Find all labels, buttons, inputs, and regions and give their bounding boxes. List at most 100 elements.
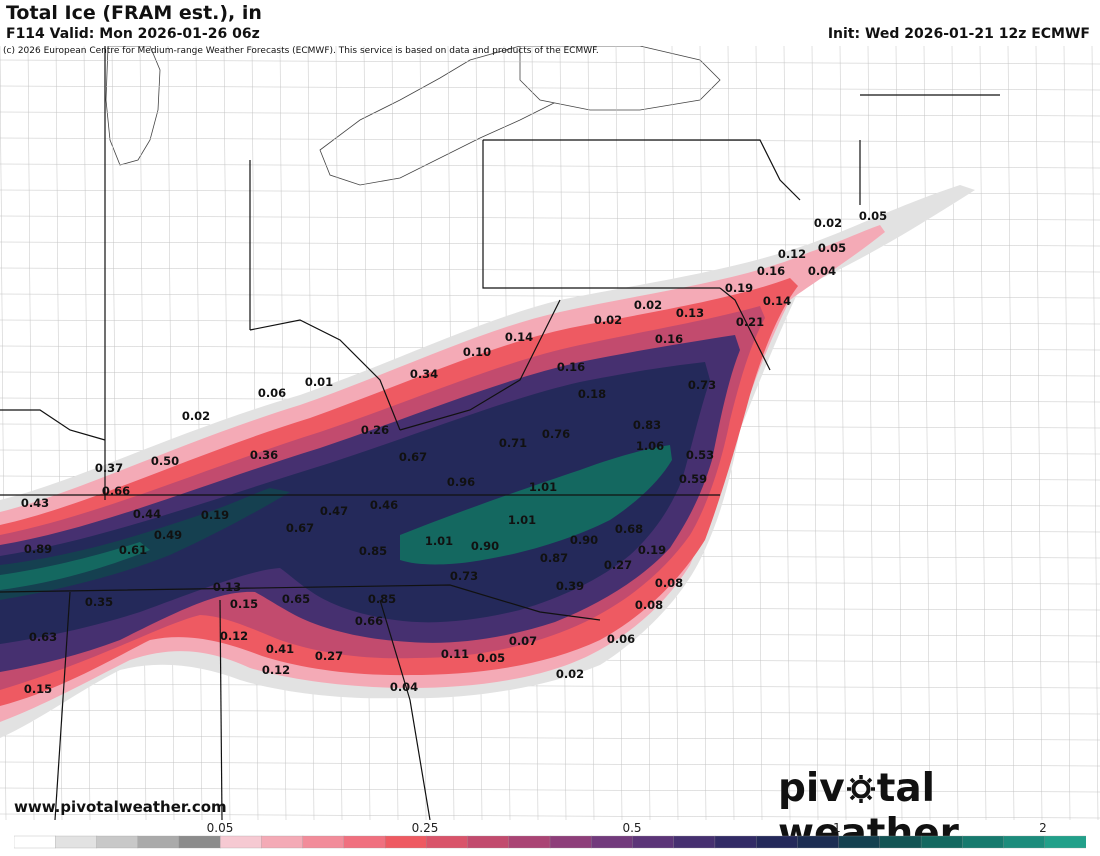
ice-value-label: 0.63 — [29, 630, 57, 644]
ice-value-label: 0.50 — [151, 454, 179, 468]
legend-swatch — [508, 835, 551, 849]
copyright-notice: (c) 2026 European Centre for Medium-rang… — [3, 46, 599, 56]
legend-swatch — [219, 835, 263, 849]
ice-value-label: 0.37 — [95, 461, 123, 475]
ice-value-label: 0.27 — [315, 649, 343, 663]
ice-value-label: 0.85 — [359, 544, 387, 558]
legend-swatch — [178, 835, 221, 849]
ice-value-label: 0.06 — [607, 632, 635, 646]
ice-value-label: 0.85 — [368, 592, 396, 606]
ice-value-label: 0.47 — [320, 504, 348, 518]
legend-swatch — [756, 835, 799, 849]
ice-value-label: 0.49 — [154, 528, 182, 542]
ice-value-label: 0.13 — [213, 580, 241, 594]
ice-value-label: 0.19 — [725, 281, 753, 295]
ice-value-label: 0.08 — [655, 576, 683, 590]
legend-swatch — [96, 835, 139, 849]
legend-tick-label: 0.05 — [207, 821, 234, 835]
ice-value-label: 0.67 — [399, 450, 427, 464]
ice-value-label: 0.59 — [679, 472, 707, 486]
ice-value-label: 0.65 — [282, 592, 310, 606]
state-borders — [0, 46, 1000, 820]
legend-swatch — [302, 835, 345, 849]
ice-value-label: 0.66 — [102, 484, 130, 498]
ice-value-label: 0.05 — [477, 651, 505, 665]
legend-swatch — [920, 835, 963, 849]
ice-value-label: 0.67 — [286, 521, 314, 535]
legend-swatch — [714, 835, 757, 849]
ice-value-label: 0.15 — [24, 682, 52, 696]
website-url[interactable]: www.pivotalweather.com — [14, 798, 227, 816]
ice-value-label: 0.14 — [505, 330, 533, 344]
legend-swatch — [384, 835, 427, 849]
ice-value-label: 0.21 — [736, 315, 764, 329]
ice-value-label: 0.73 — [688, 378, 716, 392]
legend-swatch — [632, 835, 675, 849]
legend-swatch — [426, 835, 469, 849]
legend-swatch — [1003, 835, 1046, 849]
ice-value-label: 0.10 — [463, 345, 491, 359]
ice-value-label: 0.02 — [556, 667, 584, 681]
ice-value-label: 0.39 — [556, 579, 584, 593]
ice-value-label: 0.18 — [578, 387, 606, 401]
legend-swatch — [343, 835, 386, 849]
header: Total Ice (FRAM est.), in F114 Valid: Mo… — [0, 0, 1100, 46]
ice-value-label: 0.13 — [676, 306, 704, 320]
ice-value-label: 0.12 — [778, 247, 806, 261]
ice-value-label: 0.26 — [361, 423, 389, 437]
ice-value-label: 0.19 — [638, 543, 666, 557]
ice-value-label: 0.12 — [262, 663, 290, 677]
legend-swatches — [14, 835, 1086, 849]
ice-value-label: 0.04 — [390, 680, 418, 694]
ice-value-label: 0.41 — [266, 642, 294, 656]
ice-value-label: 0.46 — [370, 498, 398, 512]
legend-swatch — [137, 835, 180, 849]
legend-swatch — [962, 835, 1005, 849]
legend-swatch — [55, 835, 98, 849]
ice-value-label: 1.01 — [425, 534, 453, 548]
ice-value-label: 0.53 — [686, 448, 714, 462]
ice-value-label: 0.68 — [615, 522, 643, 536]
ice-value-label: 0.89 — [24, 542, 52, 556]
ice-value-label: 1.01 — [508, 513, 536, 527]
ice-value-label: 0.71 — [499, 436, 527, 450]
legend-swatch — [261, 835, 304, 849]
ice-value-label: 0.36 — [250, 448, 278, 462]
legend-swatch — [549, 835, 592, 849]
ice-value-label: 0.14 — [763, 294, 791, 308]
ice-value-label: 0.02 — [814, 216, 842, 230]
legend-swatch — [879, 835, 922, 849]
ice-value-label: 0.08 — [635, 598, 663, 612]
legend-swatch — [467, 835, 510, 849]
ice-value-label: 0.02 — [594, 313, 622, 327]
ice-value-label: 1.06 — [636, 439, 664, 453]
ice-value-label: 0.66 — [355, 614, 383, 628]
ice-value-label: 0.61 — [119, 543, 147, 557]
ice-value-label: 0.02 — [182, 409, 210, 423]
pivotal-weather-logo: piv tal weather — [778, 766, 1100, 856]
great-lakes — [105, 46, 721, 186]
ice-value-label: 0.12 — [220, 629, 248, 643]
legend-swatch — [673, 835, 716, 849]
color-legend: 0.05 0.25 0.5 1 2 — [14, 821, 1086, 849]
ice-value-label: 0.90 — [570, 533, 598, 547]
legend-tick-label: 1 — [833, 821, 841, 835]
legend-swatch — [1044, 835, 1086, 849]
ice-value-label: 0.76 — [542, 427, 570, 441]
legend-tick-label: 0.5 — [622, 821, 641, 835]
lake-michigan — [105, 46, 161, 166]
ice-value-label: 0.35 — [85, 595, 113, 609]
ice-value-label: 0.05 — [818, 241, 846, 255]
sun-icon — [846, 775, 875, 803]
ice-value-label: 0.06 — [258, 386, 286, 400]
ice-value-label: 0.43 — [21, 496, 49, 510]
ice-value-label: 0.05 — [859, 209, 887, 223]
ice-value-label: 0.27 — [604, 558, 632, 572]
legend-tick-label: 2 — [1039, 821, 1047, 835]
map-title: Total Ice (FRAM est.), in — [6, 2, 262, 24]
legend-tick-label: 0.25 — [412, 821, 439, 835]
ice-value-label: 0.73 — [450, 569, 478, 583]
ice-value-label: 0.44 — [133, 507, 161, 521]
ice-value-label: 0.16 — [655, 332, 683, 346]
ice-value-label: 0.19 — [201, 508, 229, 522]
